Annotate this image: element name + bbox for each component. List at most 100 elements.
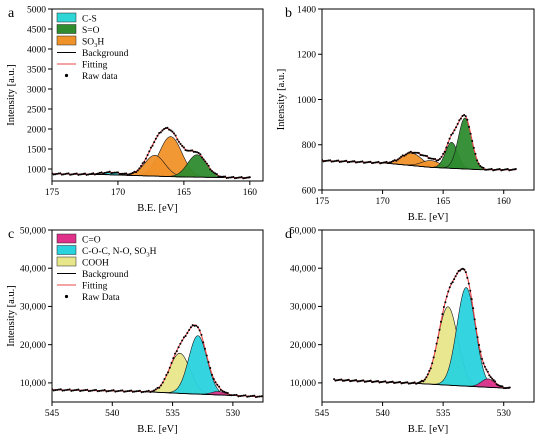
raw-data-point xyxy=(332,160,335,163)
raw-data-point xyxy=(395,159,398,162)
raw-data-point xyxy=(63,389,66,392)
raw-data-point xyxy=(325,159,328,162)
x-tick-label: 165 xyxy=(436,197,451,207)
raw-data-point xyxy=(246,395,249,398)
panel-d: d 545 540 535 530 10,000 20,000 30,000 40,000 50,… xyxy=(285,226,535,435)
raw-data-point xyxy=(107,171,110,174)
raw-data-point xyxy=(116,390,119,393)
raw-data-point xyxy=(196,151,199,154)
raw-data-point xyxy=(446,141,449,144)
raw-data-point xyxy=(514,167,517,170)
raw-data-point xyxy=(133,390,136,393)
legend-label-tail: H xyxy=(97,38,104,48)
raw-data-point xyxy=(197,152,200,155)
raw-data-point xyxy=(260,395,263,398)
raw-data-point xyxy=(95,173,98,176)
raw-data-point xyxy=(459,269,461,272)
raw-data-point xyxy=(66,388,69,391)
raw-data-point xyxy=(149,391,152,393)
raw-data-point xyxy=(459,117,462,120)
raw-data-point xyxy=(377,379,380,382)
raw-data-point xyxy=(383,161,386,164)
raw-data-point xyxy=(384,380,387,383)
raw-data-point xyxy=(406,152,409,155)
raw-data-point xyxy=(215,173,218,176)
raw-data-point xyxy=(439,320,442,323)
raw-data-point xyxy=(182,146,185,149)
raw-data-point xyxy=(219,175,222,178)
raw-data-point xyxy=(137,390,140,393)
raw-data-point xyxy=(453,278,456,281)
raw-data-point xyxy=(216,383,219,386)
raw-data-point xyxy=(98,171,101,174)
raw-data-point xyxy=(471,140,474,142)
plot-area xyxy=(333,267,511,390)
raw-data-point xyxy=(497,168,500,171)
raw-data-point xyxy=(504,387,507,390)
raw-data-point xyxy=(350,160,353,163)
legend: C=OC-O-C, N-O, SO3HCOOHBackgroundFitting… xyxy=(56,233,157,303)
x-tick-label: 540 xyxy=(105,409,120,419)
raw-data-point xyxy=(256,395,259,398)
raw-data-point xyxy=(482,362,485,365)
raw-data-point xyxy=(108,170,111,173)
raw-data-point xyxy=(57,172,60,175)
raw-data-point xyxy=(218,385,221,388)
raw-data-point xyxy=(422,154,425,157)
raw-data-point xyxy=(229,176,232,179)
raw-data-point xyxy=(235,393,238,396)
raw-data-point xyxy=(175,350,178,353)
raw-data-point xyxy=(159,131,162,134)
raw-data-point xyxy=(152,389,155,392)
y-tick-label: 800 xyxy=(302,141,317,151)
raw-data-point xyxy=(123,172,126,175)
raw-data-point xyxy=(160,384,163,387)
raw-data-point xyxy=(242,177,245,180)
raw-data-point xyxy=(205,354,208,357)
x-tick-label: 535 xyxy=(165,409,180,419)
y-tick-label: 30,000 xyxy=(290,303,316,313)
raw-data-point xyxy=(240,176,243,178)
raw-data-point xyxy=(437,159,440,162)
raw-data-point xyxy=(409,150,412,153)
raw-data-point xyxy=(210,169,213,172)
raw-data-point xyxy=(500,169,503,172)
raw-data-point xyxy=(345,159,348,162)
y-tick-label: 1500 xyxy=(27,145,46,155)
raw-data-point xyxy=(443,150,446,153)
raw-data-point xyxy=(445,295,448,298)
legend-label-text: Fitting xyxy=(82,282,108,292)
raw-data-point xyxy=(59,172,62,175)
raw-data-point xyxy=(454,275,457,278)
raw-data-point xyxy=(193,324,196,327)
raw-data-point xyxy=(418,381,421,384)
raw-data-point xyxy=(199,153,202,156)
raw-data-point xyxy=(86,388,89,391)
raw-data-point xyxy=(147,389,150,392)
raw-data-point xyxy=(52,389,55,392)
raw-data-point xyxy=(489,376,492,379)
raw-data-point xyxy=(148,150,151,153)
legend-label: COOH xyxy=(82,259,109,269)
raw-data-point xyxy=(406,381,409,384)
raw-data-point xyxy=(358,160,361,163)
raw-data-point xyxy=(337,159,340,162)
y-tick-label: 30,000 xyxy=(20,303,46,313)
x-tick-label: 170 xyxy=(375,197,390,207)
raw-data-point xyxy=(221,389,224,392)
raw-data-point xyxy=(382,161,385,164)
raw-data-point xyxy=(75,172,78,175)
raw-data-point xyxy=(333,160,336,163)
raw-data-point xyxy=(432,157,435,160)
raw-data-point xyxy=(254,396,257,399)
legend-label-text: Background xyxy=(82,270,129,280)
raw-data-point xyxy=(204,160,207,163)
raw-data-point xyxy=(82,389,85,392)
legend-swatch xyxy=(56,35,77,46)
raw-data-point xyxy=(416,151,419,154)
raw-data-point xyxy=(202,158,205,161)
raw-data-point xyxy=(69,173,72,176)
raw-data-point xyxy=(130,389,133,392)
raw-data-point xyxy=(77,388,80,391)
raw-data-point xyxy=(491,377,494,380)
